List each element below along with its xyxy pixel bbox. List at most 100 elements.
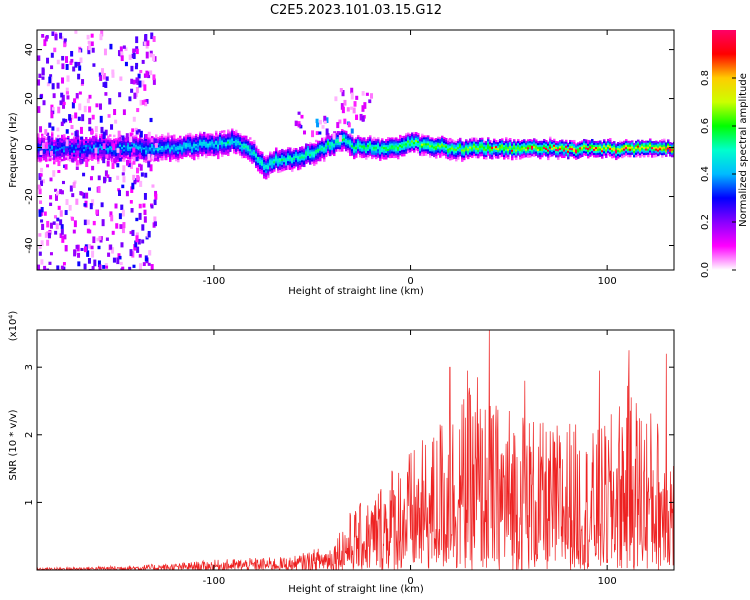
heatmap-cell [611,155,614,159]
heatmap-cell [143,84,147,91]
heatmap-cell [205,147,208,151]
heatmap-cell [86,219,90,225]
heatmap-cell [245,141,248,145]
heatmap-cell [103,138,106,142]
heatmap-cell [557,155,560,158]
heatmap-cell [527,147,530,150]
heatmap-cell [427,135,430,138]
heatmap-cell [323,151,326,154]
heatmap-cell [407,150,410,154]
heatmap-cell [223,132,226,135]
heatmap-cell [325,152,328,156]
heatmap-cell [435,144,438,147]
heatmap-cell [563,153,566,157]
heatmap-cell [379,156,382,159]
heatmap-cell [631,146,634,149]
heatmap-cell [623,144,626,148]
heatmap-cell [403,141,406,145]
snr-x-label: Height of straight line (km) [288,584,424,595]
heatmap-cell [53,215,57,219]
heatmap-cell [127,146,130,150]
heatmap-cell [131,148,134,152]
heatmap-cell [135,154,138,158]
heatmap-cell [273,167,276,170]
heatmap-cell [657,151,660,155]
heatmap-cell [655,146,658,150]
heatmap-cell [88,126,92,132]
heatmap-cell [114,203,118,209]
heatmap-cell [59,147,62,151]
heatmap-cell [479,139,482,143]
heatmap-cell [515,145,518,149]
colorbar: 0.00.20.40.60.8 Normalized spectral ampl… [700,30,749,278]
colorbar-label: Normalized spectral amplitude [738,73,749,227]
heatmap-cell [130,88,134,93]
heatmap-cell [66,95,70,100]
heatmap-cell [81,114,85,122]
heatmap-cell [505,153,508,156]
heatmap-cell [441,137,444,141]
heatmap-cell [113,140,116,144]
heatmap-cell [165,155,168,159]
heatmap-cell [303,152,306,156]
heatmap-cell [137,154,140,157]
heatmap-cell [334,96,338,102]
heatmap-cell [309,144,312,147]
heatmap-cell [357,137,360,140]
heatmap-cell [350,106,354,110]
heatmap-cell [295,162,298,165]
heatmap-cell [319,158,322,162]
heatmap-cell [507,138,510,142]
heatmap-cell [241,155,244,159]
heatmap-cell [441,153,444,157]
heatmap-cell [71,140,74,144]
heatmap-cell [219,145,222,148]
heatmap-cell [235,129,238,133]
heatmap-cell [345,134,348,138]
heatmap-cell [421,141,424,145]
heatmap-cell [237,149,240,152]
heatmap-cell [157,137,160,140]
heatmap-cell [657,153,660,157]
heatmap-cell [89,203,93,210]
heatmap-cell [561,155,564,159]
heatmap-cell [429,137,432,140]
heatmap-cell [173,138,176,142]
heatmap-cell [150,264,154,270]
heatmap-cell [143,209,147,215]
heatmap-cell [71,142,74,146]
heatmap-cell [379,154,382,157]
heatmap-cell [100,202,104,208]
heatmap-cell [79,148,82,152]
heatmap-cell [133,135,136,138]
heatmap-cell [587,155,590,159]
heatmap-cell [105,140,108,143]
heatmap-cell [179,149,182,153]
heatmap-cell [277,152,280,156]
heatmap-cell [65,145,68,149]
heatmap-cell [283,162,286,165]
heatmap-cell [169,147,172,150]
heatmap-cell [401,145,404,149]
heatmap-cell [61,235,65,243]
heatmap-cell [187,137,190,140]
heatmap-cell [103,154,106,158]
heatmap-cell [136,78,140,85]
snr-panel: -100 0 100 123 Height of straight line (km… [8,311,675,595]
heatmap-cell [181,156,184,160]
heatmap-cell [71,102,75,109]
heatmap-cell [409,139,412,143]
heatmap-cell [175,146,178,150]
heatmap-cell [143,38,147,46]
heatmap-cell [61,77,65,84]
heatmap-cell [485,147,488,150]
heatmap-cell [455,148,458,152]
heatmap-cell [205,141,208,145]
heatmap-cell [325,148,328,152]
heatmap-cell [485,151,488,154]
heatmap-cell [261,163,264,167]
heatmap-cell [61,142,64,146]
heatmap-cell [249,153,252,156]
heatmap-cell [87,148,90,152]
heatmap-cell [549,138,552,142]
